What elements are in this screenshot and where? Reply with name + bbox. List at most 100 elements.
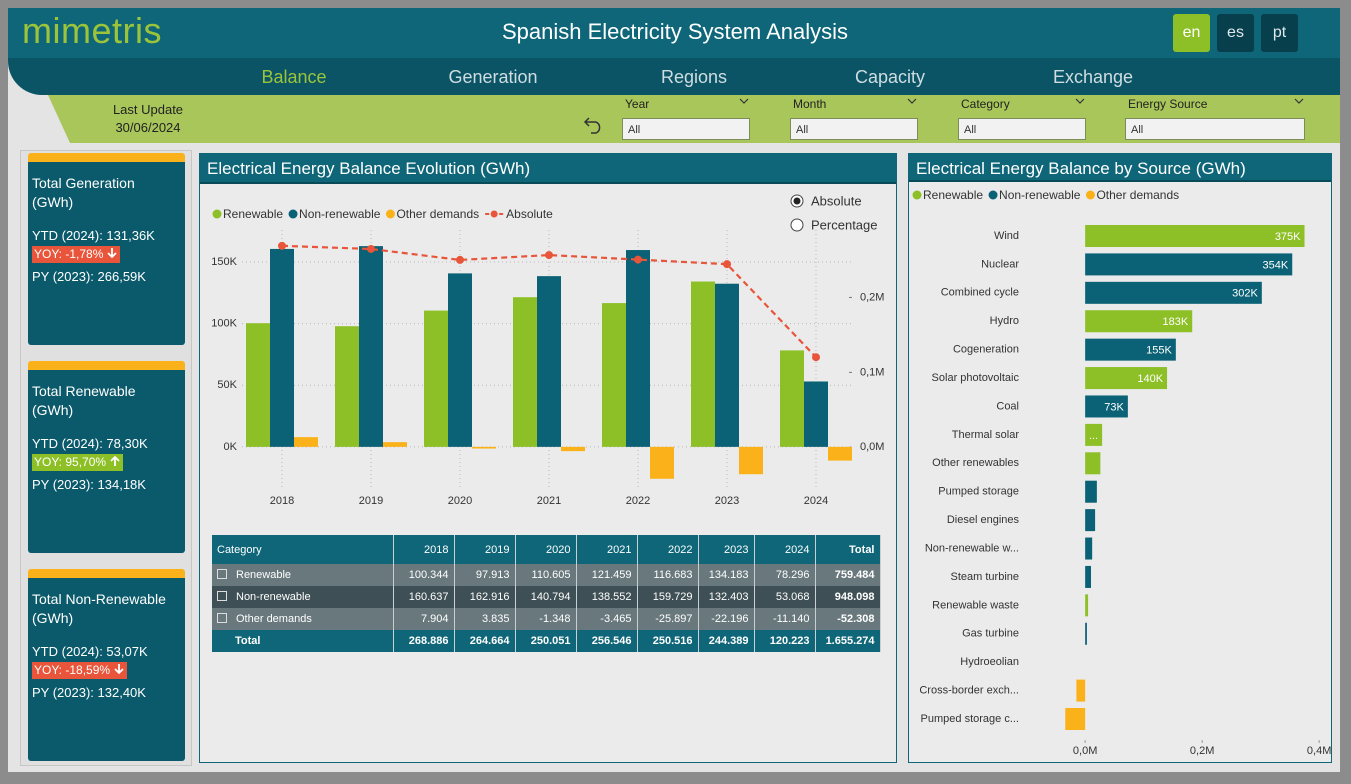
value-label: 140K xyxy=(1137,373,1163,385)
line-point xyxy=(545,251,553,260)
radio-label[interactable]: Absolute xyxy=(811,193,862,208)
kpi-title: Total Non-Renewable (GWh) xyxy=(32,591,166,626)
bar xyxy=(1076,679,1086,702)
bar xyxy=(650,446,674,479)
bar xyxy=(383,442,407,447)
filter-label: Category xyxy=(961,97,1010,111)
bar xyxy=(1085,423,1103,446)
bar xyxy=(1085,225,1305,247)
table-row: Non-renewable 160.637 162.916 140.794 138.55… xyxy=(212,586,881,608)
bar xyxy=(1085,509,1096,532)
expand-icon[interactable] xyxy=(217,569,227,579)
bar xyxy=(780,350,804,447)
value-label: 302K xyxy=(1232,288,1258,300)
x-tick-label: 2024 xyxy=(804,495,828,507)
table-cell: -22.196 xyxy=(698,608,755,630)
last-update-label: Last Update xyxy=(112,102,184,117)
nav-tab[interactable]: Capacity xyxy=(854,67,926,87)
bar xyxy=(1085,281,1262,304)
kpi-card: Total Renewable (GWh) YTD (2024): 78,30K Y… xyxy=(28,361,185,553)
table-cell: Category xyxy=(212,535,394,564)
value-label: 183K xyxy=(1163,316,1189,328)
cell-text: 1.655.274 xyxy=(825,635,875,647)
language-button[interactable]: en xyxy=(1173,14,1210,52)
cell-text: 140.794 xyxy=(530,591,571,603)
table-cell: 140.794 xyxy=(515,586,577,608)
table-cell: -52.308 xyxy=(815,608,881,630)
expand-icon[interactable] xyxy=(217,613,227,623)
table-cell: 256.546 xyxy=(576,630,638,652)
balance-table: Category 2018 2019 2020 2021 2022 2023 2024 Tota… xyxy=(212,535,881,652)
radio-label[interactable]: Percentage xyxy=(811,217,878,232)
cell-text: -11.140 xyxy=(773,613,810,625)
bar xyxy=(1085,537,1093,560)
bar xyxy=(626,250,650,447)
category-label: Cross-border exch... xyxy=(919,684,1019,696)
line-point xyxy=(723,260,731,269)
language-button[interactable]: pt xyxy=(1261,14,1298,52)
table-cell: 2020 xyxy=(515,535,577,564)
kpi-title: Total Generation (GWh) xyxy=(32,175,135,210)
filter-dropdown[interactable]: All xyxy=(790,118,918,140)
radio-button[interactable] xyxy=(790,218,804,232)
cell-text: 250.516 xyxy=(652,635,693,647)
table-cell: 132.403 xyxy=(698,586,755,608)
category-label: Other renewables xyxy=(932,457,1019,469)
bar xyxy=(537,276,561,447)
page-title: Spanish Electricity System Analysis xyxy=(501,19,849,44)
table-cell: 268.886 xyxy=(393,630,455,652)
table: Category 2018 2019 2020 2021 2022 2023 2024 Tota… xyxy=(212,535,881,652)
table-cell: 100.344 xyxy=(393,564,455,586)
cell-text: 759.484 xyxy=(834,569,875,581)
table-row: Category 2018 2019 2020 2021 2022 2023 2024 Tota… xyxy=(212,535,881,564)
bar xyxy=(1085,310,1193,333)
legend-label: Renewable xyxy=(223,207,283,221)
category-label: Hydroeolian xyxy=(960,656,1019,668)
filter-dropdown[interactable]: All xyxy=(958,118,1086,140)
kpi-ytd: YTD (2024): 78,30K xyxy=(32,436,148,451)
undo-icon[interactable] xyxy=(583,112,605,134)
cell-text: 100.344 xyxy=(408,569,449,581)
category-label: Hydro xyxy=(990,315,1019,327)
nav-tab[interactable]: Exchange xyxy=(1052,67,1134,87)
table-cell: 1.655.274 xyxy=(815,630,881,652)
cell-text: -25.897 xyxy=(655,613,693,625)
x-tick-label: 2020 xyxy=(448,495,472,507)
category-label: Combined cycle xyxy=(941,287,1019,299)
last-update-date: 30/06/2024 xyxy=(115,120,181,135)
table-cell: 120.223 xyxy=(754,630,816,652)
x-tick-label: 2023 xyxy=(715,495,739,507)
cell-text: 132.403 xyxy=(708,591,749,603)
legend-label: Non-renewable xyxy=(299,207,381,221)
expand-icon[interactable] xyxy=(217,591,227,601)
category-label: Coal xyxy=(996,400,1019,412)
kpi-py: PY (2023): 266,59K xyxy=(32,269,146,284)
bar xyxy=(270,248,294,447)
filter-dropdown[interactable]: All xyxy=(622,118,750,140)
kpi-py: PY (2023): 132,40K xyxy=(32,685,146,700)
table-cell: 244.389 xyxy=(698,630,755,652)
cell-text: -22.196 xyxy=(711,613,749,625)
legend-marker xyxy=(490,210,498,218)
header xyxy=(8,8,1340,60)
category-label: Diesel engines xyxy=(947,514,1020,526)
nav-tab[interactable]: Balance xyxy=(261,67,327,87)
value-label: 375K xyxy=(1275,231,1301,243)
bar xyxy=(1065,708,1086,730)
cell-text: -1.348 xyxy=(539,613,571,625)
kpi-yoy: YOY: 95,70% xyxy=(32,454,124,471)
filter-dropdown[interactable]: All xyxy=(1125,118,1305,140)
category-label: Steam turbine xyxy=(951,571,1019,583)
table-cell: -1.348 xyxy=(515,608,577,630)
nav-tab[interactable]: Regions xyxy=(660,67,728,87)
language-button[interactable]: es xyxy=(1217,14,1254,52)
table-cell: Renewable xyxy=(212,564,394,586)
nav-tab[interactable]: Generation xyxy=(448,67,538,87)
bar xyxy=(561,446,585,452)
trend-arrow xyxy=(114,664,124,675)
bar xyxy=(1085,452,1101,475)
table-cell: -11.140 xyxy=(754,608,816,630)
line-point xyxy=(634,255,642,264)
table-cell: 110.605 xyxy=(515,564,577,586)
